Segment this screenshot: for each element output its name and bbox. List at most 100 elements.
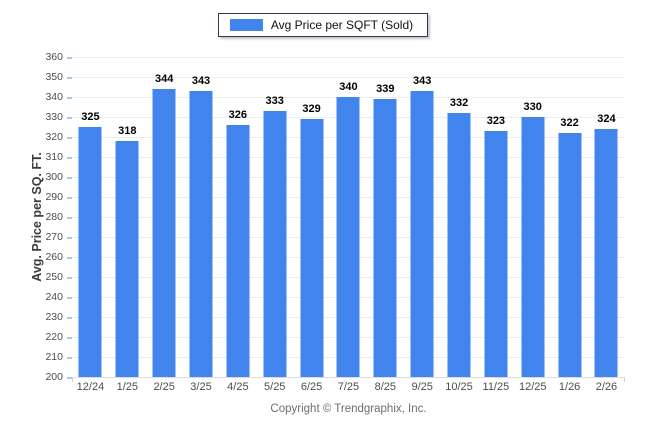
bar <box>558 133 582 377</box>
bars-layer: 325 318 344 343 326 333 329 340 339 343 332 323 330 3… <box>72 57 625 377</box>
bar <box>594 129 618 377</box>
y-axis-tick <box>67 177 72 179</box>
bar-value-label: 318 <box>118 125 137 137</box>
bar-slot: 323 <box>477 57 514 377</box>
x-axis-tick-label: 9/25 <box>411 381 433 393</box>
gridline: 200 <box>45 372 625 382</box>
y-axis-tick-label: 270 <box>45 231 63 243</box>
y-axis-tick-label: 240 <box>45 291 63 303</box>
bar-slot: 344 <box>146 57 183 377</box>
bar-value-label: 339 <box>376 83 395 95</box>
bar-slot: 324 <box>588 57 625 377</box>
bar-slot: 330 <box>514 57 551 377</box>
bar-value-label: 325 <box>81 111 100 123</box>
bar-value-label: 330 <box>523 101 542 113</box>
x-axis-tick-label: 1/26 <box>558 381 581 393</box>
bar-value-label: 329 <box>302 103 321 115</box>
bar <box>115 141 139 377</box>
y-axis-tick <box>67 257 72 259</box>
x-axis-tick-label: 7/25 <box>337 381 360 393</box>
y-axis-tick-label: 320 <box>45 131 63 143</box>
x-axis-tick-label: 4/25 <box>227 381 249 393</box>
bar-value-label: 333 <box>265 95 284 107</box>
x-axis-tick-label: 1/25 <box>116 381 138 393</box>
bar <box>152 89 176 377</box>
bar-slot: 329 <box>293 57 330 377</box>
bar-value-label: 324 <box>597 113 616 125</box>
bar-value-label: 332 <box>449 97 469 109</box>
bar <box>300 119 324 377</box>
bar-slot: 325 <box>72 57 109 377</box>
bar-value-label: 344 <box>154 73 174 85</box>
y-axis-tick-label: 200 <box>45 371 63 383</box>
y-axis-tick <box>67 277 72 279</box>
y-axis-tick <box>67 357 72 359</box>
legend-label: Avg Price per SQFT (Sold) <box>270 18 414 32</box>
bar-value-label: 340 <box>339 81 358 93</box>
y-axis-tick <box>67 117 72 119</box>
bar-value-label: 323 <box>486 115 506 127</box>
y-axis-tick-label: 310 <box>45 151 63 163</box>
bar-slot: 343 <box>404 57 441 377</box>
x-axis-tick-label: 2/26 <box>595 381 618 393</box>
y-axis-tick <box>67 237 72 239</box>
bar <box>410 91 434 377</box>
y-axis-tick-label: 250 <box>45 271 63 283</box>
bar-slot: 326 <box>219 57 256 377</box>
y-axis-tick-label: 360 <box>45 51 63 63</box>
y-axis-tick <box>67 297 72 299</box>
y-axis-tick <box>67 217 72 219</box>
x-axis-corner-tick <box>624 377 625 382</box>
plot-area: 360 350 340 330 320 310 300 290 280 270 260 250 240 2… <box>45 52 625 382</box>
bar-slot: 339 <box>367 57 404 377</box>
y-axis-tick <box>67 197 72 199</box>
y-axis-tick-label: 210 <box>45 351 63 363</box>
y-axis-tick <box>67 57 72 59</box>
y-axis-tick-label: 220 <box>45 331 63 343</box>
bar <box>484 131 508 377</box>
legend-color-swatch <box>229 19 263 31</box>
bar <box>226 125 250 377</box>
bar <box>373 99 397 377</box>
x-axis-tick-label: 11/25 <box>482 381 510 393</box>
copyright-text: Copyright © Trendgraphix, Inc. <box>270 403 427 415</box>
y-axis-tick <box>67 97 72 99</box>
y-axis-tick-label: 290 <box>45 191 63 203</box>
bar-value-label: 322 <box>560 117 579 129</box>
x-axis-tick-label: 5/25 <box>264 381 286 393</box>
y-axis-tick <box>67 377 72 379</box>
y-axis-tick-label: 330 <box>45 111 63 123</box>
x-axis-tick-label: 10/25 <box>445 381 473 393</box>
bar-slot: 322 <box>551 57 588 377</box>
x-axis-labels: 12/24 1/25 2/25 3/25 4/25 5/25 6/25 7/25 8/25 9/2… <box>72 381 625 393</box>
bar-slot: 333 <box>256 57 293 377</box>
bar-slot: 318 <box>109 57 146 377</box>
y-axis-tick-label: 350 <box>45 71 63 83</box>
y-axis-tick-label: 230 <box>45 311 63 323</box>
x-axis-tick-label: 6/25 <box>300 381 323 393</box>
legend-bar: Avg Price per SQFT (Sold) <box>0 13 646 37</box>
bar-value-label: 326 <box>228 109 248 121</box>
gridline: 350 <box>45 72 625 82</box>
y-axis-tick <box>67 337 72 339</box>
bar <box>189 91 213 377</box>
gridline: 360 <box>45 52 625 62</box>
x-axis-tick-label: 3/25 <box>190 381 212 393</box>
bar-value-label: 343 <box>191 75 211 87</box>
x-axis-tick-label: 8/25 <box>374 381 397 393</box>
y-axis-tick-label: 280 <box>45 211 63 223</box>
bar <box>447 113 471 377</box>
x-axis-tick-label: 12/25 <box>518 381 547 393</box>
bar <box>521 117 545 377</box>
bar-slot: 332 <box>441 57 478 377</box>
bar <box>263 111 287 377</box>
y-axis-tick <box>67 137 72 139</box>
y-axis-tick <box>67 317 72 319</box>
y-axis-tick-label: 340 <box>45 91 63 103</box>
y-axis-tick-label: 300 <box>45 171 63 183</box>
legend-box: Avg Price per SQFT (Sold) <box>217 13 429 37</box>
x-axis-corner-tick <box>72 377 73 382</box>
bar <box>336 97 360 377</box>
x-axis-tick-label: 12/24 <box>76 381 105 393</box>
y-axis-tick <box>67 77 72 79</box>
